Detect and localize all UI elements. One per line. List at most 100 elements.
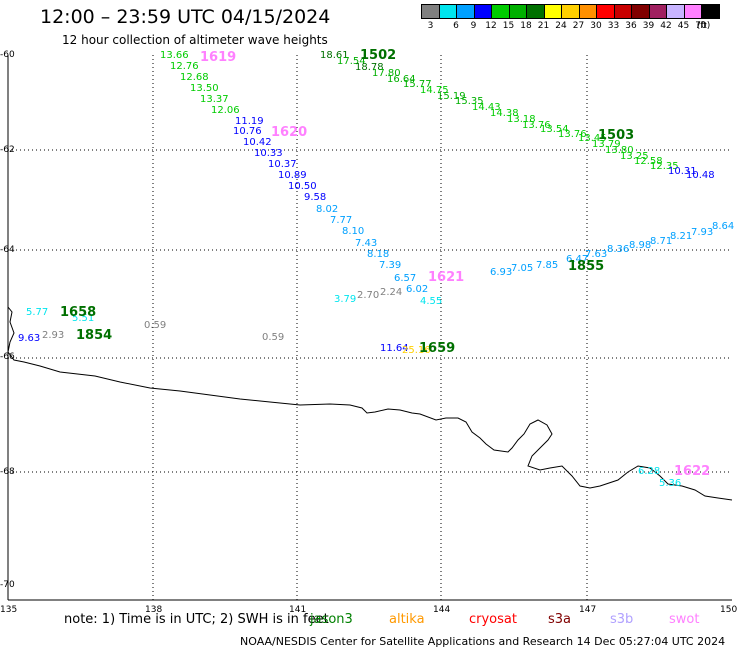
latitude-gridlines bbox=[8, 149, 732, 473]
legend-label: 42 bbox=[660, 21, 672, 31]
latitude-label: -66 bbox=[0, 352, 15, 362]
wave-height-value: 18.61 bbox=[320, 50, 349, 61]
legend-label: 39 bbox=[642, 21, 655, 31]
wave-height-value: 16.64 bbox=[387, 74, 416, 85]
wave-height-value: 13.18 bbox=[507, 114, 536, 125]
wave-height-value: 8.18 bbox=[367, 249, 390, 260]
legend-swatch bbox=[578, 4, 597, 19]
wave-height-value: 15.77 bbox=[403, 79, 432, 90]
wave-height-value: 2.93 bbox=[42, 330, 65, 341]
longitude-label: 138 bbox=[145, 605, 163, 615]
legend-swatch bbox=[491, 4, 510, 19]
legend-swatch bbox=[596, 4, 615, 19]
wave-height-value: 11.64 bbox=[380, 343, 409, 354]
wave-height-value: 5.77 bbox=[26, 307, 49, 318]
wave-height-value: 8.71 bbox=[650, 236, 673, 247]
wave-height-value: 6.47 bbox=[566, 254, 589, 265]
legend-swatch bbox=[526, 4, 545, 19]
footer-note: note: 1) Time is in UTC; 2) SWH is in fe… bbox=[64, 612, 329, 627]
wave-height-value: 5.36 bbox=[659, 478, 682, 489]
wave-height-value: 10.50 bbox=[288, 181, 317, 192]
longitude-label: 135 bbox=[0, 605, 18, 615]
wave-height-value: 13.66 bbox=[160, 50, 189, 61]
latitude-label: -62 bbox=[0, 145, 15, 155]
legend-swatch bbox=[543, 4, 562, 19]
legend-swatch bbox=[438, 4, 457, 19]
mission-legend-item: altika bbox=[389, 612, 425, 627]
pass-time-label: 1658 bbox=[60, 305, 97, 320]
pass-time-label: 1622 bbox=[674, 464, 711, 479]
wave-height-value: 5.51 bbox=[72, 313, 95, 324]
longitude-label: 144 bbox=[433, 605, 451, 615]
wave-height-value: 13.76 bbox=[558, 129, 587, 140]
wave-height-value: 13.54 bbox=[540, 124, 569, 135]
wave-height-value: 10.33 bbox=[254, 148, 283, 159]
wave-height-value: 9.58 bbox=[304, 192, 327, 203]
longitude-gridlines bbox=[152, 55, 588, 600]
wave-height-value: 6.02 bbox=[406, 284, 429, 295]
legend-swatch bbox=[701, 4, 720, 19]
latitude-label: -64 bbox=[0, 245, 15, 255]
wave-height-value: 0.59 bbox=[144, 320, 167, 331]
wave-height-value: 13.37 bbox=[200, 94, 229, 105]
pass-time-label: 1503 bbox=[598, 128, 635, 143]
wave-height-value: 12.68 bbox=[180, 72, 209, 83]
wave-height-value: 8.98 bbox=[629, 240, 652, 251]
legend-swatch bbox=[666, 4, 685, 19]
wave-height-value: 13.79 bbox=[592, 139, 621, 150]
mission-legend-item: swot bbox=[669, 612, 700, 627]
wave-height-value: 13.76 bbox=[522, 120, 551, 131]
wave-height-value: 13.80 bbox=[605, 145, 634, 156]
wave-height-value: 14.43 bbox=[472, 102, 501, 113]
latitude-label: -60 bbox=[0, 50, 15, 60]
wave-height-value: 10.76 bbox=[233, 126, 262, 137]
wave-height-value: 18.78 bbox=[355, 62, 384, 73]
legend-swatch bbox=[473, 4, 492, 19]
pass-time-label: 1619 bbox=[200, 50, 237, 65]
wave-height-value: 6.93 bbox=[490, 267, 513, 278]
wave-height-value: 12.58 bbox=[634, 156, 663, 167]
legend-swatch bbox=[421, 4, 440, 19]
page-title: 12:00 – 23:59 UTC 04/15/2024 bbox=[40, 6, 331, 28]
wave-height-value: 17.80 bbox=[372, 68, 401, 79]
wave-height-value: 12.35 bbox=[650, 161, 679, 172]
wave-height-value: 10.37 bbox=[268, 159, 297, 170]
latitude-label: -70 bbox=[0, 580, 15, 590]
legend-swatch bbox=[456, 4, 475, 19]
longitude-label: 147 bbox=[579, 605, 597, 615]
legend-label: 27 bbox=[572, 21, 585, 31]
wave-height-value: 17.54 bbox=[337, 56, 366, 67]
legend-label: 30 bbox=[590, 21, 602, 31]
wave-height-value: 13.45 bbox=[578, 133, 607, 144]
credit-line: NOAA/NESDIS Center for Satellite Applica… bbox=[240, 635, 726, 648]
wave-height-value: 7.39 bbox=[379, 260, 402, 271]
wave-height-value: 7.77 bbox=[330, 215, 353, 226]
wave-height-value: 7.05 bbox=[511, 263, 534, 274]
legend-swatch bbox=[683, 4, 702, 19]
wave-height-value: 8.10 bbox=[342, 226, 365, 237]
legend-label: 3 bbox=[427, 21, 434, 31]
wave-height-value: 10.42 bbox=[243, 137, 272, 148]
legend-label: 21 bbox=[537, 21, 550, 31]
wave-height-value: 8.64 bbox=[712, 221, 735, 232]
wave-height-legend: 3 6 9 12 15 18 21 24 27 30 33 36 39 42 45 70 (ft) bbox=[421, 4, 728, 34]
mission-legend-item: s3a bbox=[548, 612, 572, 627]
wave-height-value: 25.16 bbox=[402, 345, 431, 356]
legend-swatch bbox=[561, 4, 580, 19]
coastline bbox=[7, 306, 733, 501]
wave-height-value: 7.85 bbox=[536, 260, 559, 271]
page-subtitle: 12 hour collection of altimeter wave hei… bbox=[62, 33, 328, 47]
legend-label: 24 bbox=[555, 21, 567, 31]
legend-label: 33 bbox=[607, 21, 620, 31]
legend-swatch bbox=[631, 4, 650, 19]
legend-swatch bbox=[613, 4, 632, 19]
wave-height-value: 14.38 bbox=[490, 108, 519, 119]
wave-height-value: 11.19 bbox=[235, 116, 264, 127]
legend-label: 45 bbox=[677, 21, 690, 31]
wave-height-value: 15.35 bbox=[455, 96, 484, 107]
wave-height-value: 6.28 bbox=[638, 466, 661, 477]
wave-height-value: 2.70 bbox=[357, 290, 380, 301]
wave-height-value: 8.02 bbox=[316, 204, 339, 215]
legend-unit: (ft) bbox=[696, 21, 711, 31]
